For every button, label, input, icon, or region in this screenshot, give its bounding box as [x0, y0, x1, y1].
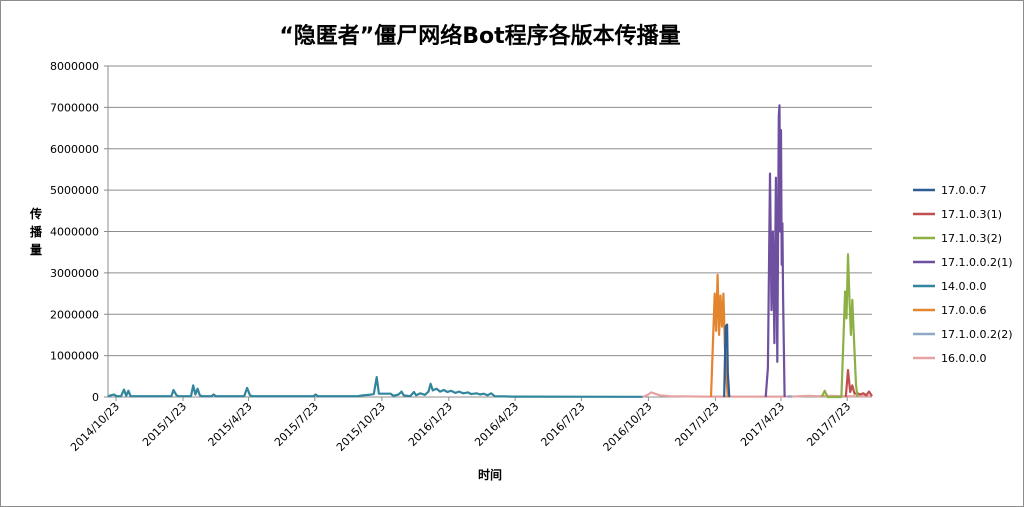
y-axis-label-char: 量: [29, 243, 42, 257]
y-tick-label: 3000000: [50, 267, 99, 280]
legend-label: 17.0.0.6: [941, 304, 986, 317]
plot-area: [107, 104, 873, 399]
y-tick-label: 1000000: [50, 350, 99, 363]
y-tick-labels: 0 1000000 2000000 3000000 4000000 5000000 6000…: [50, 60, 99, 404]
y-tick-label: 7000000: [50, 101, 99, 114]
y-tick-label: 8000000: [50, 60, 99, 73]
legend-label: 17.0.0.7: [941, 184, 986, 197]
y-tick-label: 4000000: [50, 226, 99, 239]
series-line-14.0.0.0: [107, 376, 643, 398]
legend-label: 17.1.0.3(1): [941, 208, 1002, 221]
x-tick-label: 2016/1/23: [406, 400, 455, 449]
x-tick-label: 2014/10/23: [68, 400, 122, 454]
x-tick-label: 2016/10/23: [601, 400, 655, 454]
y-tick-label: 2000000: [50, 308, 99, 321]
grid-lines: [104, 65, 872, 398]
x-tick-label: 2017/7/23: [804, 400, 853, 449]
y-axis-label: 传播量: [26, 205, 46, 259]
y-axis-label-char: 播: [29, 225, 42, 239]
chart-title: “隐匿者”僵尸网络Bot程序各版本传播量: [279, 24, 681, 49]
series-line-17.1.0.3(2): [820, 253, 859, 399]
x-tick-labels: 2014/10/23 2015/1/23 2015/4/23 2015/7/23 201…: [68, 397, 853, 454]
x-axis-label: 时间: [477, 468, 502, 482]
legend: 17.0.0.7 17.1.0.3(1) 17.1.0.3(2) 17.1.0.0.2…: [913, 184, 1013, 365]
x-tick-label: 2016/7/23: [538, 400, 587, 449]
x-tick-label: 2015/10/23: [334, 400, 388, 454]
x-tick-label: 2015/1/23: [140, 400, 189, 449]
legend-label: 16.0.0.0: [941, 352, 986, 365]
series-line-17.1.0.0.2(2): [787, 395, 793, 399]
x-tick-label: 2016/4/23: [472, 400, 521, 449]
y-tick-label: 6000000: [50, 143, 99, 156]
y-tick-label: 5000000: [50, 184, 99, 197]
x-tick-label: 2015/4/23: [206, 400, 255, 449]
series-line-17.1.0.3(1): [844, 369, 873, 398]
y-tick-label: 0: [92, 391, 99, 404]
x-tick-label: 2017/1/23: [672, 400, 721, 449]
series-line-17.0.0.7: [723, 323, 731, 398]
legend-label: 17.1.0.0.2(1): [941, 256, 1013, 269]
legend-label: 17.1.0.3(2): [941, 232, 1002, 245]
y-axis-label-char: 传: [29, 207, 42, 221]
series-line-16.0.0.0: [642, 391, 872, 399]
legend-label: 14.0.0.0: [941, 280, 986, 293]
series-line-17.1.0.0.2(1): [764, 104, 786, 398]
x-tick-label: 2015/7/23: [272, 400, 321, 449]
x-tick-label: 2017/4/23: [738, 400, 787, 449]
legend-label: 17.1.0.0.2(2): [941, 328, 1013, 341]
